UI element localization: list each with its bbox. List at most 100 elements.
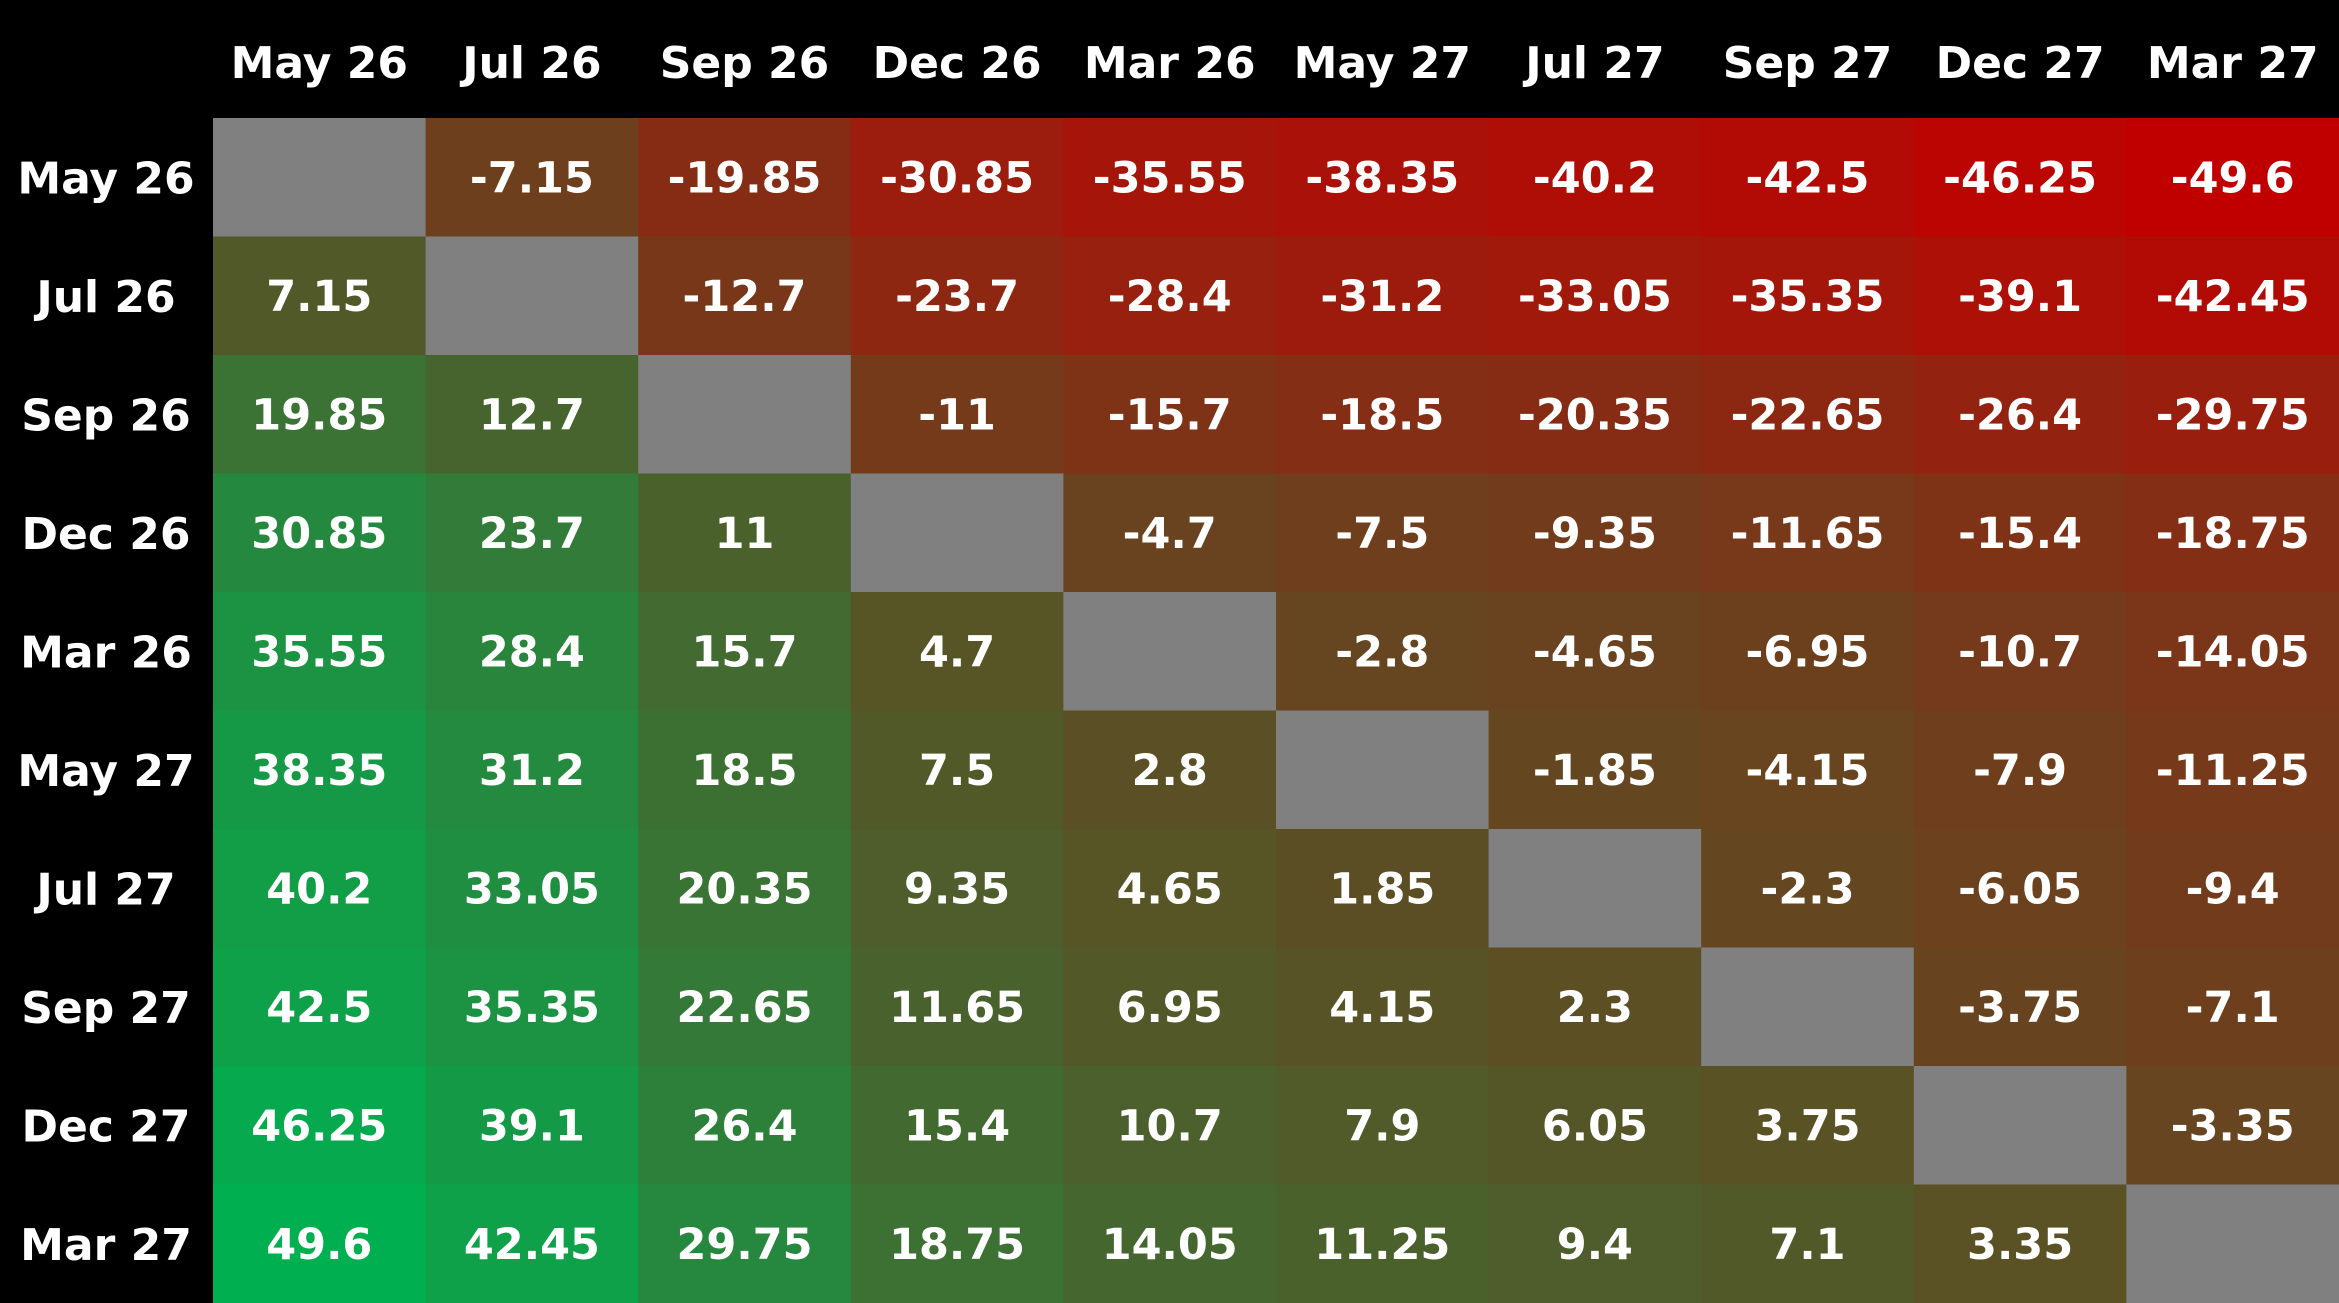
cell-value-label: -35.55	[1093, 153, 1247, 203]
heatmap-cell	[213, 1066, 427, 1186]
heatmap-cell	[638, 236, 852, 356]
empty-cell	[425, 236, 639, 356]
cell-value-label: 15.7	[691, 627, 797, 677]
heatmap-cell	[213, 236, 427, 356]
heatmap-cell	[1701, 236, 1915, 356]
heatmap-cell	[213, 947, 427, 1067]
cell-value-label: 7.1	[1769, 1220, 1845, 1270]
cell-value-label: 11	[715, 509, 775, 559]
cell-value-label: -4.7	[1123, 509, 1217, 559]
heatmap-cell	[638, 473, 852, 593]
cell-value-label: -42.45	[2156, 272, 2310, 322]
cell-value-label: -10.7	[1958, 627, 2082, 677]
empty-cell	[1063, 592, 1277, 712]
heatmap-cell	[1701, 118, 1915, 238]
cell-value-label: -29.75	[2156, 390, 2310, 440]
cell-value-label: 22.65	[676, 983, 812, 1033]
heatmap-cell	[2126, 473, 2339, 593]
heatmap-cell	[2126, 592, 2339, 712]
empty-cell	[850, 473, 1064, 593]
heatmap-cell	[1063, 1184, 1277, 1303]
cell-value-label: 20.35	[676, 864, 812, 914]
heatmap-cell	[1488, 592, 1702, 712]
heatmap-cell	[1063, 355, 1277, 475]
heatmap-cell	[1913, 592, 2127, 712]
heatmap-cell	[1063, 947, 1277, 1067]
heatmap-cell	[1063, 1066, 1277, 1186]
cell-value-label: -28.4	[1108, 272, 1232, 322]
cell-value-label: -7.9	[1973, 746, 2067, 796]
heatmap-cell	[425, 1066, 639, 1186]
cell-value-label: 2.3	[1557, 983, 1633, 1033]
heatmap-cell	[850, 710, 1064, 830]
cell-value-label: 1.85	[1329, 864, 1435, 914]
column-headers: May 26 Jul 26 Sep 26 Dec 26 Mar 26 May 27 Jul …	[231, 38, 2319, 89]
cell-value-label: -7.5	[1335, 509, 1429, 559]
row-header: Sep 26	[21, 390, 191, 441]
heatmap-cell	[1276, 1066, 1490, 1186]
heatmap-cell	[1063, 236, 1277, 356]
empty-cell	[1913, 1066, 2127, 1186]
heatmap-cell	[1063, 473, 1277, 593]
cell-value-label: -42.5	[1746, 153, 1870, 203]
heatmap-cell	[1276, 1184, 1490, 1303]
heatmap-cell	[1488, 1066, 1702, 1186]
column-header: Dec 26	[873, 38, 1042, 89]
heatmap-cell	[850, 1184, 1064, 1303]
cell-value-label: 9.4	[1557, 1220, 1633, 1270]
cell-value-label: 28.4	[479, 627, 585, 677]
cell-value-label: -18.5	[1320, 390, 1444, 440]
cell-value-label: -39.1	[1958, 272, 2082, 322]
column-header: Dec 27	[1936, 38, 2105, 89]
empty-cell	[1488, 829, 1702, 949]
cell-value-label: 30.85	[251, 509, 387, 559]
heatmap-cell	[2126, 236, 2339, 356]
heatmap-cell	[213, 592, 427, 712]
row-header: Mar 26	[20, 627, 192, 678]
heatmap-cell	[850, 355, 1064, 475]
heatmap-cell	[1913, 118, 2127, 238]
heatmap-cell	[1063, 118, 1277, 238]
heatmap-cell	[425, 829, 639, 949]
cell-value-label: 6.05	[1542, 1101, 1648, 1151]
column-header: Sep 26	[660, 38, 830, 89]
heatmap-cell	[213, 1184, 427, 1303]
heatmap-cell	[425, 1184, 639, 1303]
heatmap-cell	[1276, 236, 1490, 356]
heatmap-cell	[2126, 829, 2339, 949]
cell-value-label: 12.7	[479, 390, 585, 440]
heatmap-cell	[213, 710, 427, 830]
cell-value-label: 29.75	[676, 1220, 812, 1270]
heatmap-cell	[213, 355, 427, 475]
cell-value-label: 35.55	[251, 627, 387, 677]
cell-value-label: -2.3	[1760, 864, 1854, 914]
cell-value-label: -4.15	[1746, 746, 1870, 796]
cell-value-label: 7.5	[919, 746, 995, 796]
heatmap-cell	[425, 473, 639, 593]
cell-value-label: -15.7	[1108, 390, 1232, 440]
cell-value-label: -15.4	[1958, 509, 2082, 559]
cell-value-label: -7.15	[470, 153, 594, 203]
cell-value-label: 31.2	[479, 746, 585, 796]
heatmap-cell	[1913, 236, 2127, 356]
cell-value-label: -6.95	[1746, 627, 1870, 677]
heatmap-cell	[1701, 355, 1915, 475]
cell-value-label: 42.5	[266, 983, 372, 1033]
row-header: Dec 27	[22, 1101, 191, 1152]
cell-value-label: 46.25	[251, 1101, 387, 1151]
cell-value-label: 3.75	[1754, 1101, 1860, 1151]
heatmap-cell	[638, 829, 852, 949]
heatmap-cell	[1276, 118, 1490, 238]
cell-value-label: 11.25	[1314, 1220, 1450, 1270]
heatmap-cell	[850, 592, 1064, 712]
heatmap-cell	[1701, 1066, 1915, 1186]
heatmap-cell	[1913, 829, 2127, 949]
cell-value-label: 2.8	[1132, 746, 1208, 796]
cell-value-label: 42.45	[464, 1220, 600, 1270]
heatmap-cell	[1701, 473, 1915, 593]
heatmap-cell	[1063, 710, 1277, 830]
heatmap-cell	[2126, 1066, 2339, 1186]
cell-value-label: -40.2	[1533, 153, 1657, 203]
cell-value-label: -19.85	[668, 153, 822, 203]
row-header: Jul 27	[33, 864, 175, 915]
